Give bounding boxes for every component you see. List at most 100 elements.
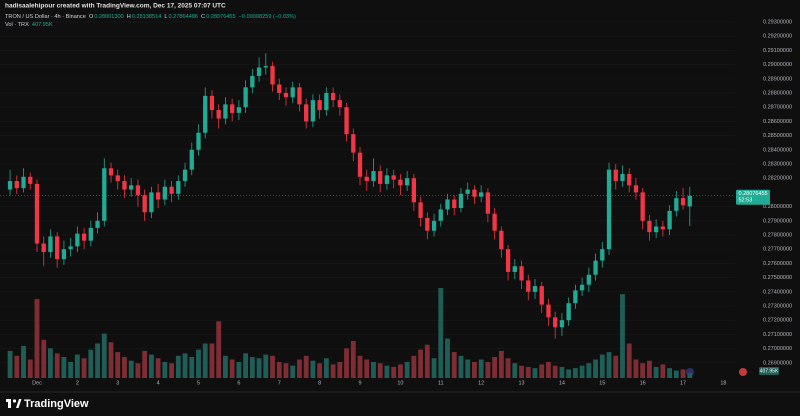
volume-bar	[384, 365, 390, 378]
y-tick-label: 0.28700000	[763, 105, 792, 111]
volume-bar	[48, 348, 53, 378]
volume-bar	[599, 354, 605, 378]
candle-body	[600, 249, 605, 261]
volume-bar	[323, 358, 329, 378]
x-tick-label: 6	[237, 380, 240, 386]
volume-bar	[236, 361, 242, 378]
candle-body	[532, 286, 538, 292]
volume-bar	[243, 353, 249, 378]
volume-bar	[350, 341, 356, 378]
brand-logo	[6, 399, 22, 408]
candle-body	[411, 178, 417, 203]
volume-bar	[451, 352, 457, 378]
logo-part	[12, 399, 17, 403]
legend-value: 0.27864486	[168, 14, 198, 20]
volume-bar	[606, 352, 612, 378]
volume-bar	[148, 354, 154, 378]
candle-body	[277, 84, 282, 94]
legend-key: H	[127, 14, 131, 20]
candle-body	[61, 249, 67, 260]
brand-name: TradingView	[24, 398, 89, 410]
candle-body	[357, 152, 363, 177]
legend-key: C	[201, 14, 205, 20]
candle-body	[431, 220, 437, 231]
price-tag	[736, 189, 770, 205]
x-tick-label: 3	[116, 380, 119, 386]
candle-body	[452, 199, 457, 209]
x-tick-label: 2	[76, 380, 79, 386]
candle-body	[640, 192, 645, 221]
volume-bar	[566, 369, 572, 378]
volume-bar	[27, 359, 33, 378]
candle-body	[559, 320, 565, 328]
candle-body	[28, 176, 33, 184]
volume-bar	[297, 359, 302, 378]
volume-bar	[512, 363, 518, 378]
x-tick-label: 8	[318, 380, 321, 386]
logo-part	[8, 399, 11, 408]
candle-body	[324, 93, 329, 111]
volume-bar	[646, 360, 652, 378]
candle-body	[620, 173, 625, 182]
header-title: hadisaalehipour created with TradingView…	[5, 3, 226, 10]
candle-body	[95, 220, 100, 228]
candle-body	[573, 290, 578, 304]
volume-bar	[216, 321, 222, 378]
y-tick-label: 0.29100000	[763, 48, 792, 54]
candle-body	[519, 266, 524, 281]
y-tick-label: 0.28300000	[763, 161, 792, 167]
x-tick-label: 9	[358, 380, 361, 386]
volume-bar	[54, 353, 60, 378]
volume-bar	[687, 372, 693, 378]
y-tick-label: 0.27200000	[763, 318, 792, 324]
volume-bar	[546, 361, 551, 378]
volume-bar	[270, 355, 275, 378]
candle-body	[41, 243, 46, 253]
volume-bar	[128, 360, 134, 378]
candle-body	[378, 171, 383, 184]
flag-icon[interactable]	[739, 368, 747, 376]
legend-symbol: TRON / US Dollar · 4h · Binance	[5, 14, 86, 20]
volume-bar	[283, 363, 289, 378]
candle-body	[182, 169, 188, 182]
candle-body	[250, 75, 255, 88]
legend-value: 0.28076455	[206, 14, 236, 20]
candle-body	[418, 202, 423, 218]
x-tick-label: 12	[478, 380, 484, 386]
volume-bar	[21, 345, 26, 378]
candle-body	[108, 168, 114, 176]
candle-body	[196, 132, 201, 150]
candle-body	[344, 107, 349, 135]
volume-bar	[492, 357, 498, 378]
volume-bar	[95, 343, 100, 378]
candle-body	[209, 95, 215, 111]
volume-bar	[175, 355, 181, 378]
legend-change: −0.00008259 (−0.03%)	[239, 14, 296, 20]
candle-body	[176, 181, 181, 194]
candle-body	[438, 209, 443, 221]
x-tick-label: 10	[397, 380, 403, 386]
candle-body	[404, 178, 410, 186]
candle-body	[243, 87, 248, 108]
candle-body	[14, 181, 19, 189]
legend-key: L	[164, 14, 167, 20]
x-tick-label: Dec	[32, 380, 42, 386]
volume-bar	[344, 348, 349, 378]
candle-body	[687, 195, 692, 207]
volume-tag-value: 407.95K	[760, 368, 779, 374]
volume-bar	[371, 361, 376, 378]
volume-bar	[640, 363, 646, 378]
volume-bar	[68, 361, 74, 378]
x-tick-label: 7	[278, 380, 281, 386]
volume-bar	[397, 364, 403, 378]
volume-bar	[189, 357, 195, 378]
candle-body	[485, 192, 491, 214]
candle-body	[330, 93, 336, 101]
volume-bar	[7, 350, 13, 378]
volume-bar	[162, 361, 168, 378]
candle-body	[391, 175, 396, 180]
volume-bar	[593, 359, 598, 378]
volume-bar	[182, 353, 188, 378]
